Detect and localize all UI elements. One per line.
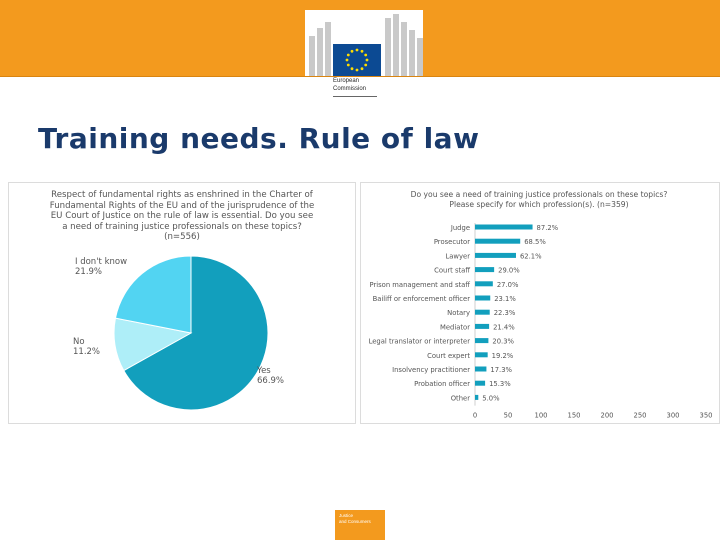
bar-category-label: Other [451, 394, 471, 402]
pie-question-line: Respect of fundamental rights as enshrin… [51, 190, 313, 200]
bar [475, 252, 516, 258]
bar-chart-panel: Judge 87.2% Prosecutor 68.5% Lawyer 62.1% Cour… [360, 182, 720, 424]
bar-value-label: 62.1% [520, 252, 542, 260]
bar [475, 267, 495, 273]
bar [475, 366, 487, 372]
pie-chart-panel: Respect of fundamental rights as enshrin… [8, 182, 356, 424]
pie-slice-value: 11.2% [73, 347, 101, 357]
pie-question-line: a need of training justice professionals… [62, 221, 302, 232]
bar-value-label: 23.1% [494, 295, 516, 303]
bar-category-label: Court expert [427, 352, 470, 360]
bar [475, 295, 491, 301]
bar-category-label: Notary [447, 309, 470, 317]
bar-value-label: 22.3% [494, 309, 516, 317]
bar-category-label: Insolvency practitioner [392, 366, 470, 374]
bar [475, 394, 479, 400]
bar [475, 352, 488, 358]
bar-category-label: Probation officer [414, 380, 470, 388]
pie-slice-label: I don't know [75, 257, 128, 267]
logo-underline [333, 96, 377, 97]
bar [475, 309, 490, 315]
x-tick-label: 0 [473, 412, 477, 420]
bar-value-label: 29.0% [498, 267, 520, 275]
pie-slice-yes [123, 255, 269, 411]
bar-value-label: 20.3% [492, 338, 514, 346]
bar-value-label: 17.3% [490, 366, 512, 374]
x-tick-label: 100 [535, 412, 548, 420]
x-tick-label: 300 [667, 412, 680, 420]
pie-slice-value: 21.9% [75, 267, 103, 277]
x-tick-label: 150 [568, 412, 581, 420]
pie-slice-i-don-t-know [114, 255, 192, 334]
bar [475, 238, 521, 244]
x-tick-label: 50 [504, 412, 513, 420]
bar [475, 323, 490, 329]
logo-text-commission: Commission [333, 86, 367, 92]
bar [475, 224, 533, 230]
footer-logo-text-justice: Justice [339, 513, 354, 518]
bar-value-label: 27.0% [497, 281, 519, 289]
bar-value-label: 21.4% [493, 323, 515, 331]
bar-value-label: 15.3% [489, 380, 511, 388]
bar-category-label: Prosecutor [434, 238, 470, 246]
european-commission-logo: European Commission [305, 10, 423, 100]
x-tick-label: 200 [601, 412, 614, 420]
bar-value-label: 68.5% [524, 238, 546, 246]
logo-text-european: European [333, 78, 360, 84]
pie-chart [113, 255, 269, 411]
bar-category-label: Court staff [434, 267, 470, 275]
bar-chart: Judge 87.2% Prosecutor 68.5% Lawyer 62.1% Cour… [369, 223, 713, 420]
bar-category-label: Legal translator or interpreter [369, 338, 471, 346]
bar-category-label: Bailiff or enforcement officer [373, 295, 471, 303]
bar [475, 281, 493, 287]
bar-value-label: 87.2% [537, 224, 559, 232]
bar-value-label: 5.0% [482, 394, 500, 402]
bar [475, 338, 489, 344]
bar-value-label: 19.2% [492, 352, 514, 360]
bar-question-line: Please specify for which profession(s). … [449, 200, 629, 209]
pie-slice-label: Yes [257, 366, 271, 376]
slide-title: Training needs. Rule of law [38, 122, 480, 155]
eu-flag-icon [333, 44, 381, 76]
pie-slice-value: 66.9% [257, 376, 285, 386]
footer-logo-text-consumers: and Consumers [339, 519, 371, 524]
pie-question-line: (n=556) [164, 232, 200, 242]
justice-consumers-logo: Justice and Consumers [335, 510, 385, 540]
bar-category-label: Lawyer [445, 252, 470, 260]
bar-question-line: Do you see a need of training justice pr… [410, 190, 668, 199]
bar-category-label: Mediator [440, 323, 470, 331]
x-tick-label: 350 [700, 412, 713, 420]
bar-category-label: Judge [450, 224, 470, 232]
pie-question-line: Fundamental Rights of the EU and of the … [49, 200, 315, 211]
bar [475, 380, 486, 386]
pie-slice-label: No [73, 337, 85, 347]
bar-category-label: Prison management and staff [369, 281, 470, 289]
pie-question-line: EU Court of Justice on the rule of law i… [50, 211, 314, 221]
x-tick-label: 250 [634, 412, 647, 420]
